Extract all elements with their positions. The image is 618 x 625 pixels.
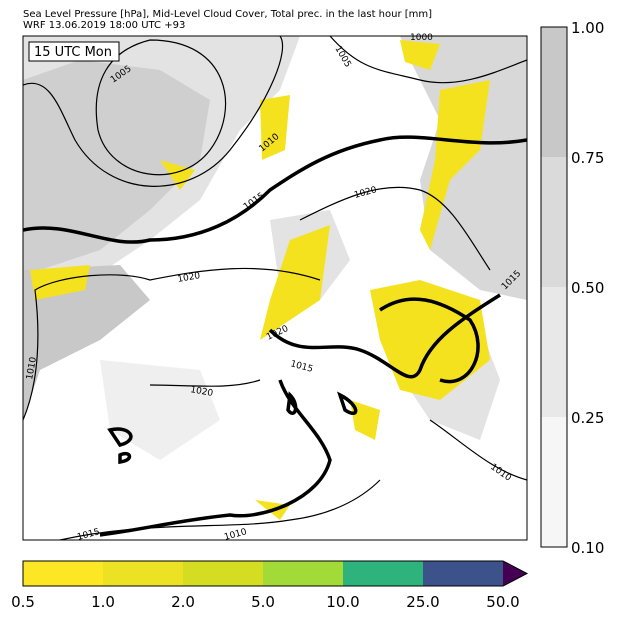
map-title: Sea Level Pressure [hPa], Mid-Level Clou…	[23, 9, 432, 20]
cloud-colorbar: 1.00 0.75 0.50 0.25 0.10	[540, 19, 604, 557]
cloud-tick-label: 1.00	[571, 19, 604, 37]
precip-tick-label: 5.0	[251, 593, 275, 611]
precip-tick-label: 25.0	[406, 593, 439, 611]
isobar-label: 1000	[410, 33, 433, 43]
map-frame	[22, 35, 528, 541]
precip-tick-label: 1.0	[91, 593, 115, 611]
map-panel: 1005 1005 1000 1010 1015 1020 1020 1020 …	[22, 33, 528, 543]
precip-tick-label: 50.0	[486, 593, 519, 611]
precip-tick-label: 10.0	[326, 593, 359, 611]
precip-colorbar: 0.5 1.0 2.0 5.0 10.0 25.0 50.0	[11, 560, 529, 611]
cloud-tick-label: 0.50	[571, 279, 604, 297]
cloud-tick-label: 0.10	[571, 539, 604, 557]
map-subtitle: WRF 13.06.2019 18:00 UTC +93	[23, 20, 185, 31]
time-label-box	[28, 41, 120, 62]
isobars	[23, 36, 527, 540]
cloud-tick-label: 0.25	[571, 409, 604, 427]
precip-tick-label: 0.5	[11, 593, 35, 611]
isobar-label: 1020	[177, 271, 202, 285]
time-label: 15 UTC Mon	[34, 45, 112, 60]
isobar-label: 1010	[25, 356, 39, 381]
cloud-tick-label: 0.75	[571, 149, 604, 167]
precip-tick-label: 2.0	[171, 593, 195, 611]
isobar-label: 1020	[189, 385, 214, 399]
